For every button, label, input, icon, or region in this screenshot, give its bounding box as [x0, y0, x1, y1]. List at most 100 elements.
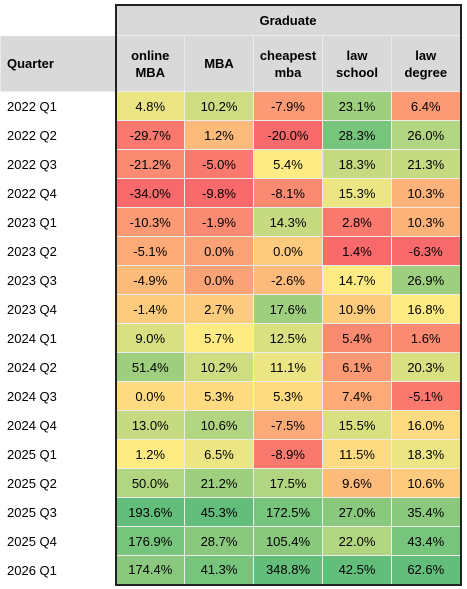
quarter-cell: 2025 Q3 [0, 497, 116, 527]
value-cell: 0.0% [184, 236, 254, 266]
quarter-cell: 2025 Q4 [0, 526, 116, 556]
value-cell: -5.1% [391, 381, 462, 411]
table-row: 2023 Q2 -5.1% 0.0% 0.0% 1.4% -6.3% [0, 236, 462, 266]
table-row: 2025 Q4 176.9% 28.7% 105.4% 22.0% 43.4% [0, 526, 462, 556]
value-cell: -5.0% [184, 149, 254, 179]
value-cell: 10.2% [184, 352, 254, 382]
table-row: 2024 Q4 13.0% 10.6% -7.5% 15.5% 16.0% [0, 410, 462, 440]
value-cell: 35.4% [391, 497, 462, 527]
value-cell: 5.4% [253, 149, 323, 179]
value-cell: 1.2% [184, 120, 254, 150]
quarter-cell: 2023 Q1 [0, 207, 116, 237]
column-header-text: online MBA [131, 47, 170, 80]
table-row: 2022 Q3 -21.2% -5.0% 5.4% 18.3% 21.3% [0, 149, 462, 179]
value-cell: -34.0% [114, 178, 185, 208]
value-cell: -8.1% [253, 178, 323, 208]
group-header: Graduate [114, 4, 462, 36]
value-cell: 45.3% [184, 497, 254, 527]
quarter-cell: 2023 Q4 [0, 294, 116, 324]
value-cell: 10.2% [184, 91, 254, 121]
quarter-cell: 2023 Q2 [0, 236, 116, 266]
value-cell: 23.1% [322, 91, 392, 121]
value-cell: 43.4% [391, 526, 462, 556]
value-cell: 16.8% [391, 294, 462, 324]
quarter-cell: 2024 Q1 [0, 323, 116, 353]
quarter-cell: 2022 Q3 [0, 149, 116, 179]
value-cell: -7.9% [253, 91, 323, 121]
table-row: 2023 Q4 -1.4% 2.7% 17.6% 10.9% 16.8% [0, 294, 462, 324]
table-row: 2024 Q2 51.4% 10.2% 11.1% 6.1% 20.3% [0, 352, 462, 382]
quarter-cell: 2022 Q2 [0, 120, 116, 150]
table-row: 2022 Q4 -34.0% -9.8% -8.1% 15.3% 10.3% [0, 178, 462, 208]
value-cell: -29.7% [114, 120, 185, 150]
value-cell: 26.0% [391, 120, 462, 150]
blank-cell [0, 4, 116, 36]
column-header-text: cheapest mba [259, 47, 317, 80]
value-cell: -1.4% [114, 294, 185, 324]
value-cell: 193.6% [114, 497, 185, 527]
value-cell: 0.0% [184, 265, 254, 295]
table-row: 2025 Q3 193.6% 45.3% 172.5% 27.0% 35.4% [0, 497, 462, 527]
value-cell: 10.3% [391, 178, 462, 208]
value-cell: 18.3% [391, 439, 462, 469]
column-header: online MBA [114, 35, 185, 92]
quarter-cell: 2022 Q4 [0, 178, 116, 208]
heatmap-table: Graduate Quarter online MBA MBA cheapest mb… [0, 4, 462, 586]
quarter-cell: 2023 Q3 [0, 265, 116, 295]
table-row: 2026 Q1 174.4% 41.3% 348.8% 42.5% 62.6% [0, 555, 462, 586]
table-row: 2025 Q2 50.0% 21.2% 17.5% 9.6% 10.6% [0, 468, 462, 498]
column-header: cheapest mba [253, 35, 323, 92]
value-cell: 348.8% [253, 555, 323, 586]
value-cell: 0.0% [253, 236, 323, 266]
value-cell: 13.0% [114, 410, 185, 440]
column-header: law degree [391, 35, 462, 92]
table-row: 2022 Q2 -29.7% 1.2% -20.0% 28.3% 26.0% [0, 120, 462, 150]
value-cell: 26.9% [391, 265, 462, 295]
column-header: MBA [184, 35, 254, 92]
value-cell: 6.4% [391, 91, 462, 121]
value-cell: 20.3% [391, 352, 462, 382]
value-cell: 12.5% [253, 323, 323, 353]
value-cell: 28.3% [322, 120, 392, 150]
value-cell: 9.6% [322, 468, 392, 498]
table-row: 2023 Q1 -10.3% -1.9% 14.3% 2.8% 10.3% [0, 207, 462, 237]
value-cell: 51.4% [114, 352, 185, 382]
value-cell: 28.7% [184, 526, 254, 556]
value-cell: -9.8% [184, 178, 254, 208]
page: Graduate Quarter online MBA MBA cheapest mb… [0, 4, 467, 589]
quarter-cell: 2025 Q1 [0, 439, 116, 469]
value-cell: 7.4% [322, 381, 392, 411]
value-cell: 16.0% [391, 410, 462, 440]
value-cell: 18.3% [322, 149, 392, 179]
value-cell: 14.3% [253, 207, 323, 237]
table-row: 2023 Q3 -4.9% 0.0% -2.6% 14.7% 26.9% [0, 265, 462, 295]
value-cell: 172.5% [253, 497, 323, 527]
value-cell: 5.3% [184, 381, 254, 411]
value-cell: 17.6% [253, 294, 323, 324]
value-cell: 2.8% [322, 207, 392, 237]
value-cell: -7.5% [253, 410, 323, 440]
value-cell: 42.5% [322, 555, 392, 586]
value-cell: 50.0% [114, 468, 185, 498]
value-cell: -4.9% [114, 265, 185, 295]
value-cell: 6.1% [322, 352, 392, 382]
value-cell: -2.6% [253, 265, 323, 295]
table-row: 2024 Q3 0.0% 5.3% 5.3% 7.4% -5.1% [0, 381, 462, 411]
value-cell: 1.4% [322, 236, 392, 266]
row-header: Quarter [0, 35, 116, 92]
value-cell: 4.8% [114, 91, 185, 121]
quarter-cell: 2024 Q2 [0, 352, 116, 382]
column-header-text: law degree [404, 47, 448, 80]
column-header: law school [322, 35, 392, 92]
value-cell: 176.9% [114, 526, 185, 556]
value-cell: -6.3% [391, 236, 462, 266]
value-cell: 1.2% [114, 439, 185, 469]
quarter-cell: 2022 Q1 [0, 91, 116, 121]
value-cell: -5.1% [114, 236, 185, 266]
value-cell: 10.3% [391, 207, 462, 237]
value-cell: 9.0% [114, 323, 185, 353]
value-cell: 14.7% [322, 265, 392, 295]
value-cell: 15.3% [322, 178, 392, 208]
table-row: 2025 Q1 1.2% 6.5% -8.9% 11.5% 18.3% [0, 439, 462, 469]
value-cell: 15.5% [322, 410, 392, 440]
